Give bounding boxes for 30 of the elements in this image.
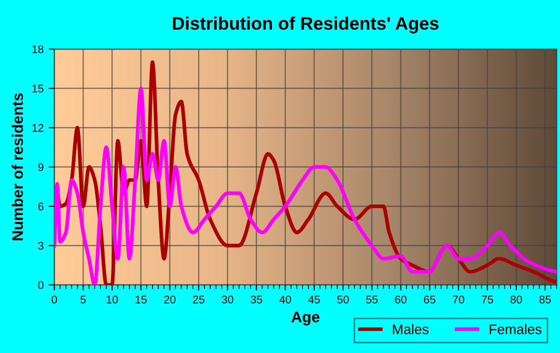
legend-label: Males <box>393 324 428 334</box>
x-tick-label: 50 <box>337 296 349 304</box>
legend-label: Females <box>490 324 542 334</box>
x-tick-label: 30 <box>222 296 234 304</box>
y-tick-label: 18 <box>32 45 44 54</box>
x-tick-label: 80 <box>510 296 522 304</box>
x-tick-label: 60 <box>395 296 406 304</box>
y-tick-label: 15 <box>32 84 44 93</box>
x-tick-label: 0 <box>52 296 57 304</box>
x-tick-label: 15 <box>136 296 147 304</box>
chart-title: Distribution of Residents' Ages <box>172 16 438 34</box>
x-tick-label: 75 <box>482 296 494 304</box>
x-tick-label: 10 <box>106 296 118 304</box>
x-tick-label: 70 <box>452 296 464 304</box>
x-tick-label: 85 <box>539 296 551 304</box>
y-tick-label: 12 <box>32 124 44 132</box>
y-tick-label: 0 <box>38 281 44 290</box>
x-tick-label: 45 <box>308 296 320 304</box>
y-tick-label: 6 <box>38 202 44 210</box>
x-tick-label: 5 <box>80 296 86 304</box>
x-tick-label: 40 <box>279 296 292 304</box>
x-tick-label: 55 <box>366 296 378 304</box>
y-axis-title: Number of residents <box>12 93 23 240</box>
x-axis-title: Age <box>291 312 320 326</box>
x-tick-label: 35 <box>250 296 262 304</box>
x-tick-label: 25 <box>193 296 204 304</box>
x-tick-label: 20 <box>164 296 176 304</box>
y-tick-label: 9 <box>38 163 44 172</box>
x-tick-label: 65 <box>424 296 436 304</box>
y-tick-label: 3 <box>38 242 44 250</box>
